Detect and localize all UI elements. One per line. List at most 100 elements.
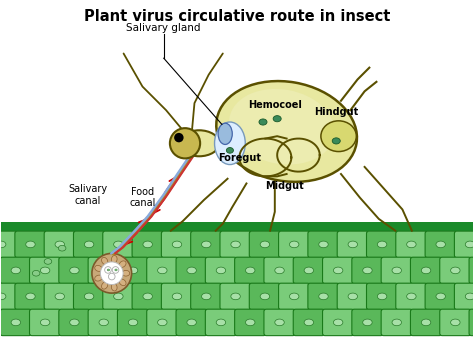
FancyBboxPatch shape: [176, 257, 207, 284]
FancyBboxPatch shape: [264, 257, 295, 284]
Ellipse shape: [246, 319, 255, 326]
Ellipse shape: [451, 267, 460, 274]
Ellipse shape: [304, 319, 314, 326]
FancyBboxPatch shape: [205, 309, 237, 335]
Ellipse shape: [84, 293, 94, 300]
FancyBboxPatch shape: [88, 309, 119, 335]
FancyBboxPatch shape: [132, 231, 163, 258]
FancyBboxPatch shape: [15, 283, 46, 310]
Ellipse shape: [95, 266, 102, 271]
Ellipse shape: [187, 319, 196, 326]
FancyBboxPatch shape: [118, 309, 149, 335]
FancyBboxPatch shape: [249, 231, 281, 258]
FancyBboxPatch shape: [15, 231, 46, 258]
FancyBboxPatch shape: [352, 309, 383, 335]
FancyBboxPatch shape: [59, 257, 90, 284]
Ellipse shape: [421, 319, 431, 326]
Ellipse shape: [275, 319, 284, 326]
Ellipse shape: [216, 319, 226, 326]
Ellipse shape: [259, 119, 267, 125]
FancyBboxPatch shape: [322, 257, 354, 284]
Ellipse shape: [143, 293, 153, 300]
Ellipse shape: [436, 293, 446, 300]
Ellipse shape: [246, 267, 255, 274]
FancyBboxPatch shape: [103, 283, 134, 310]
FancyBboxPatch shape: [205, 257, 237, 284]
FancyBboxPatch shape: [0, 309, 31, 335]
Ellipse shape: [99, 319, 109, 326]
FancyBboxPatch shape: [410, 309, 442, 335]
FancyBboxPatch shape: [191, 283, 222, 310]
Ellipse shape: [201, 241, 211, 248]
Ellipse shape: [392, 267, 401, 274]
Ellipse shape: [231, 241, 240, 248]
Text: Salivary gland: Salivary gland: [127, 23, 201, 33]
Ellipse shape: [290, 293, 299, 300]
FancyBboxPatch shape: [0, 283, 17, 310]
Ellipse shape: [58, 245, 66, 251]
Ellipse shape: [333, 267, 343, 274]
FancyBboxPatch shape: [0, 257, 31, 284]
Ellipse shape: [0, 241, 6, 248]
Ellipse shape: [216, 81, 357, 182]
Ellipse shape: [44, 259, 52, 264]
Ellipse shape: [157, 267, 167, 274]
FancyBboxPatch shape: [381, 257, 412, 284]
Ellipse shape: [122, 270, 130, 276]
FancyBboxPatch shape: [0, 231, 17, 258]
Ellipse shape: [392, 319, 401, 326]
Ellipse shape: [70, 267, 79, 274]
Ellipse shape: [119, 279, 126, 286]
FancyBboxPatch shape: [366, 283, 398, 310]
Ellipse shape: [348, 293, 357, 300]
Ellipse shape: [55, 241, 64, 248]
Ellipse shape: [229, 89, 335, 165]
Ellipse shape: [321, 121, 356, 151]
FancyBboxPatch shape: [366, 231, 398, 258]
FancyBboxPatch shape: [337, 231, 368, 258]
Ellipse shape: [119, 261, 126, 267]
Ellipse shape: [32, 270, 40, 276]
Circle shape: [92, 253, 132, 293]
FancyBboxPatch shape: [29, 309, 61, 335]
Text: Foregut: Foregut: [218, 153, 261, 163]
Ellipse shape: [201, 293, 211, 300]
Ellipse shape: [84, 241, 94, 248]
Ellipse shape: [99, 267, 109, 274]
Ellipse shape: [128, 319, 138, 326]
Ellipse shape: [377, 293, 387, 300]
Ellipse shape: [260, 241, 270, 248]
Ellipse shape: [143, 241, 153, 248]
Text: Hindgut: Hindgut: [314, 107, 358, 117]
FancyBboxPatch shape: [176, 309, 207, 335]
FancyBboxPatch shape: [191, 231, 222, 258]
FancyBboxPatch shape: [235, 257, 266, 284]
FancyBboxPatch shape: [279, 231, 310, 258]
FancyBboxPatch shape: [381, 309, 412, 335]
FancyBboxPatch shape: [161, 283, 192, 310]
Ellipse shape: [26, 241, 35, 248]
FancyBboxPatch shape: [425, 283, 456, 310]
Ellipse shape: [114, 241, 123, 248]
Ellipse shape: [111, 284, 117, 291]
FancyBboxPatch shape: [455, 231, 474, 258]
Ellipse shape: [157, 319, 167, 326]
Ellipse shape: [114, 293, 123, 300]
Ellipse shape: [260, 293, 270, 300]
Ellipse shape: [407, 241, 416, 248]
FancyBboxPatch shape: [235, 309, 266, 335]
Ellipse shape: [172, 293, 182, 300]
Ellipse shape: [179, 130, 219, 156]
Ellipse shape: [319, 293, 328, 300]
Ellipse shape: [70, 319, 79, 326]
Ellipse shape: [377, 241, 387, 248]
FancyBboxPatch shape: [161, 231, 192, 258]
Ellipse shape: [218, 123, 232, 144]
Ellipse shape: [216, 267, 226, 274]
Ellipse shape: [421, 267, 431, 274]
Ellipse shape: [275, 267, 284, 274]
FancyBboxPatch shape: [44, 231, 75, 258]
Ellipse shape: [11, 267, 20, 274]
Ellipse shape: [115, 269, 117, 271]
Ellipse shape: [465, 293, 474, 300]
